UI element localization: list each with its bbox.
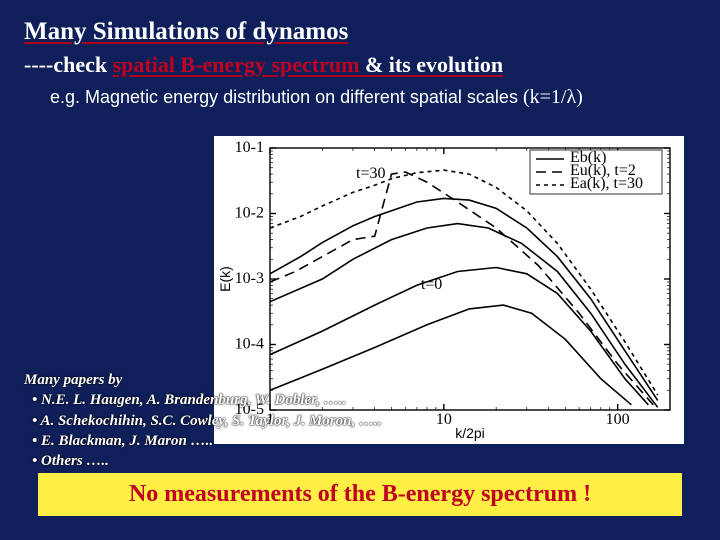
svg-text:E(k): E(k) — [217, 266, 233, 292]
subtitle-spectrum: spatial B-energy spectrum — [113, 52, 365, 77]
svg-text:10-1: 10-1 — [235, 139, 264, 156]
subtitle-check: check — [53, 52, 112, 77]
svg-text:100: 100 — [606, 411, 630, 428]
conclusion-banner: No measurements of the B-energy spectrum… — [38, 473, 682, 516]
subtitle-amp: & — [365, 52, 389, 77]
papers-heading: Many papers by — [24, 370, 381, 390]
svg-text:10: 10 — [436, 411, 452, 428]
svg-text:10-2: 10-2 — [235, 205, 264, 222]
svg-text:t=30: t=30 — [356, 165, 385, 182]
subtitle-evolution: its evolution — [389, 52, 503, 77]
svg-text:Ea(k), t=30: Ea(k), t=30 — [570, 175, 643, 192]
svg-text:10-4: 10-4 — [235, 336, 264, 353]
papers-item: • E. Blackman, J. Maron ….. — [24, 431, 381, 451]
papers-item: • Others ….. — [24, 451, 381, 471]
svg-text:k/2pi: k/2pi — [455, 425, 485, 441]
slide-subtitle: ----check spatial B-energy spectrum & it… — [0, 50, 720, 82]
subtitle-dashes: ---- — [24, 52, 53, 77]
eg-keq: (k=1/λ) — [523, 86, 583, 108]
papers-item: • A. Schekochihin, S.C. Cowley, S. Taylo… — [24, 411, 381, 431]
papers-item: • N.E. L. Haugen, A. Brandenburg, W. Dob… — [24, 390, 381, 410]
eg-prefix: e.g. Magnetic energy distribution on dif… — [50, 87, 523, 107]
papers-block: Many papers by • N.E. L. Haugen, A. Bran… — [24, 370, 381, 471]
svg-text:t=0: t=0 — [421, 276, 442, 293]
svg-text:10-3: 10-3 — [235, 270, 264, 287]
eg-line: e.g. Magnetic energy distribution on dif… — [0, 82, 720, 117]
slide-title: Many Simulations of dynamos — [0, 0, 720, 50]
